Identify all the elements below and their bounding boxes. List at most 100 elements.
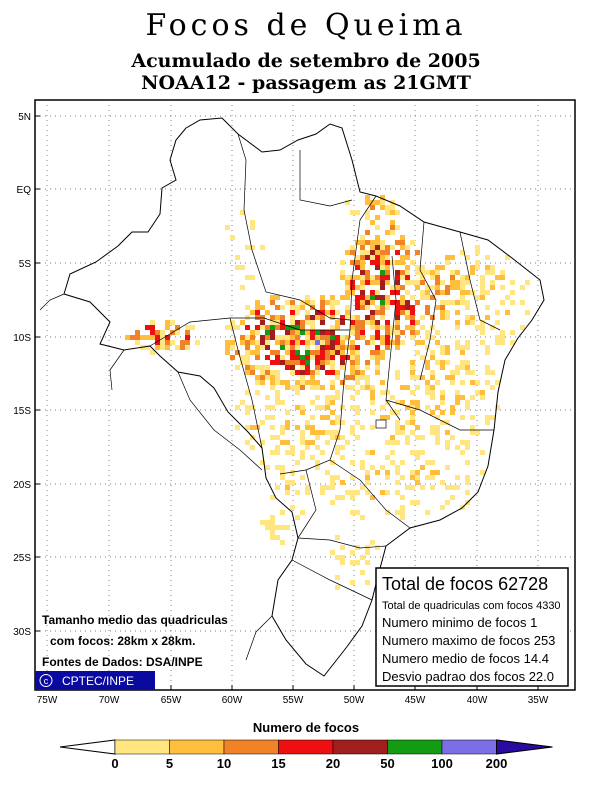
fire-cell <box>395 330 400 335</box>
fire-cell <box>370 410 375 415</box>
fire-cell <box>430 460 435 465</box>
fire-cell <box>410 450 415 455</box>
fire-cell <box>400 305 405 310</box>
fire-cell <box>400 340 405 345</box>
fire-cell <box>370 280 375 285</box>
fire-cell <box>365 255 370 260</box>
fire-cell <box>405 245 410 250</box>
fire-cell <box>350 495 355 500</box>
fire-cell <box>425 475 430 480</box>
fire-cell <box>355 370 360 375</box>
fire-cell <box>485 380 490 385</box>
fire-cell <box>270 335 275 340</box>
fire-cell <box>455 340 460 345</box>
fire-cell <box>335 300 340 305</box>
fire-cell <box>280 355 285 360</box>
fire-cell <box>445 285 450 290</box>
fire-cell <box>350 365 355 370</box>
fire-cell <box>280 320 285 325</box>
fire-cell <box>395 315 400 320</box>
fire-cell <box>400 495 405 500</box>
fire-cell <box>420 265 425 270</box>
fire-cell <box>360 285 365 290</box>
fire-cell <box>340 435 345 440</box>
fire-cell <box>375 470 380 475</box>
fire-cell <box>280 465 285 470</box>
fire-cell <box>255 345 260 350</box>
fire-cell <box>455 370 460 375</box>
fire-cell <box>395 425 400 430</box>
fire-cell <box>370 425 375 430</box>
fire-cell <box>410 240 415 245</box>
fire-cell <box>420 275 425 280</box>
fire-cell <box>150 350 155 355</box>
fire-cell <box>250 370 255 375</box>
fire-cell <box>290 300 295 305</box>
fire-cell <box>440 280 445 285</box>
fire-cell <box>385 335 390 340</box>
fire-cell <box>385 300 390 305</box>
fire-cell <box>315 340 320 345</box>
fire-cell <box>285 330 290 335</box>
fire-cell <box>385 245 390 250</box>
fire-cell <box>335 350 340 355</box>
stats-mean: Numero medio de focos 14.4 <box>382 651 549 666</box>
fire-cell <box>245 405 250 410</box>
note-source: Fontes de Dados: DSA/INPE <box>42 655 203 669</box>
fire-cell <box>235 405 240 410</box>
fire-cell <box>355 315 360 320</box>
fire-cell <box>400 310 405 315</box>
fire-cell <box>485 255 490 260</box>
fire-cell <box>330 300 335 305</box>
fire-cell <box>235 265 240 270</box>
fire-cell <box>480 285 485 290</box>
fire-cell <box>350 315 355 320</box>
fire-cell <box>395 250 400 255</box>
fire-cell <box>310 400 315 405</box>
fire-cell <box>385 345 390 350</box>
fire-cell <box>295 370 300 375</box>
fire-cell <box>340 335 345 340</box>
copyright-glyph: c <box>44 676 49 686</box>
fire-cell <box>415 405 420 410</box>
fire-cell <box>370 540 375 545</box>
fire-cell <box>370 495 375 500</box>
fire-cell <box>315 435 320 440</box>
fire-cell <box>320 450 325 455</box>
fire-cell <box>350 285 355 290</box>
fire-cell <box>450 275 455 280</box>
fire-cell <box>400 425 405 430</box>
fire-cell <box>250 245 255 250</box>
fire-cell <box>390 230 395 235</box>
stats-max: Numero maximo de focos 253 <box>382 633 555 648</box>
fire-cell <box>275 370 280 375</box>
fire-cell <box>330 325 335 330</box>
fire-cell <box>375 200 380 205</box>
fire-cell <box>430 410 435 415</box>
fire-cell <box>280 335 285 340</box>
fire-cell <box>415 480 420 485</box>
fire-cell <box>150 335 155 340</box>
fire-cell <box>285 365 290 370</box>
fire-cell <box>355 210 360 215</box>
fire-cell <box>385 330 390 335</box>
fire-cell <box>425 360 430 365</box>
latitude-label: 15S <box>13 406 31 417</box>
fire-cell <box>300 455 305 460</box>
fire-cell <box>405 300 410 305</box>
fire-cell <box>255 330 260 335</box>
fire-cell <box>405 275 410 280</box>
fire-cell <box>470 380 475 385</box>
fire-cell <box>475 430 480 435</box>
fire-cell <box>340 360 345 365</box>
fire-cell <box>320 485 325 490</box>
fire-cell <box>300 365 305 370</box>
fire-cell <box>505 295 510 300</box>
fire-cell <box>350 475 355 480</box>
fire-cell <box>325 485 330 490</box>
fire-cell <box>385 280 390 285</box>
fire-cell <box>355 330 360 335</box>
fire-cell <box>410 370 415 375</box>
fire-cell <box>305 345 310 350</box>
fire-cell <box>380 270 385 275</box>
